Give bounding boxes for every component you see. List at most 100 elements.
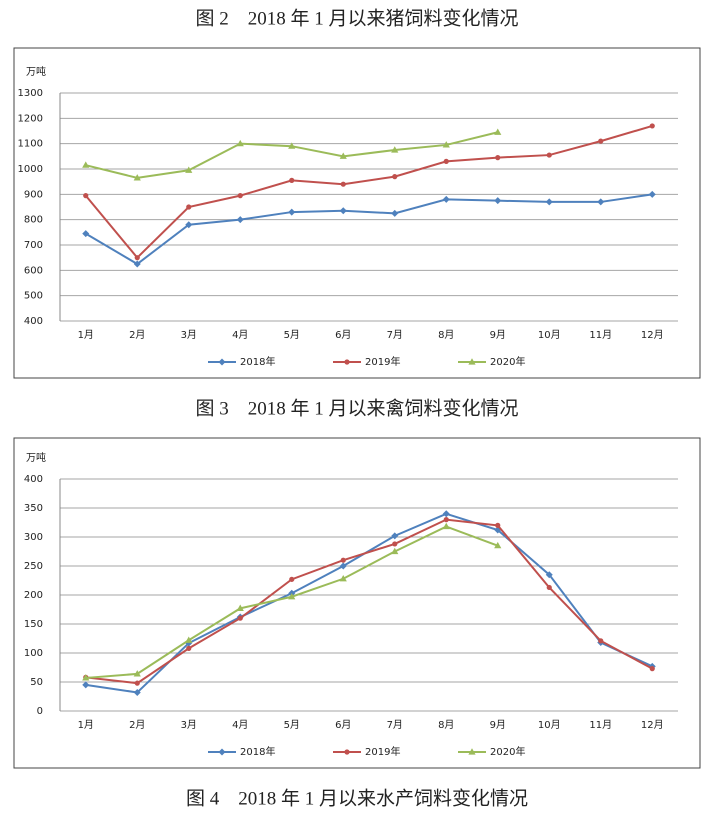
chart-frame	[13, 47, 701, 379]
marker	[83, 193, 89, 199]
marker	[289, 576, 295, 582]
x-tick-label: 11月	[589, 329, 612, 341]
marker	[340, 181, 346, 187]
series-line	[85, 131, 498, 179]
marker	[133, 174, 141, 181]
marker	[442, 522, 450, 530]
marker	[82, 230, 90, 238]
marker	[442, 510, 450, 518]
legend-label: 2018年	[240, 745, 275, 758]
series-line	[84, 124, 653, 260]
x-tick-label: 8月	[438, 329, 454, 341]
marker	[598, 138, 604, 144]
legend-label: 2019年	[365, 355, 400, 368]
marker	[133, 688, 141, 696]
marker	[391, 532, 399, 540]
x-tick-label: 7月	[387, 329, 403, 341]
marker	[289, 177, 295, 183]
marker	[468, 358, 476, 365]
series-line	[85, 518, 653, 685]
chart-frame	[13, 437, 701, 769]
marker	[340, 557, 346, 563]
y-axis-unit: 万吨	[26, 451, 46, 464]
x-tick-label: 2月	[129, 719, 145, 731]
marker	[546, 584, 552, 591]
marker	[344, 359, 350, 365]
marker	[442, 141, 450, 148]
x-tick-label: 5月	[284, 329, 300, 341]
marker	[495, 522, 501, 529]
marker	[494, 128, 502, 135]
caption: 图 4 2018 年 1 月以来水产饲料变化情况	[186, 787, 528, 809]
marker	[648, 190, 656, 198]
caption: 图 3 2018 年 1 月以来禽饲料变化情况	[195, 397, 518, 419]
x-tick-label: 9月	[490, 329, 506, 341]
legend-label: 2018年	[240, 355, 275, 368]
y-tick-label: 150	[24, 619, 43, 630]
x-tick-label: 4月	[232, 329, 248, 341]
marker	[218, 748, 226, 756]
marker	[288, 592, 296, 600]
x-tick-label: 11月	[589, 719, 612, 731]
y-tick-label: 50	[30, 677, 43, 688]
marker	[392, 174, 398, 180]
legend-label: 2019年	[365, 745, 400, 758]
marker	[237, 615, 243, 621]
marker	[649, 666, 655, 672]
marker	[545, 571, 553, 579]
y-tick-label: 600	[24, 265, 43, 276]
caption: 图 2 2018 年 1 月以来猪饲料变化情况	[195, 7, 518, 29]
marker	[186, 204, 192, 210]
x-tick-label: 3月	[181, 719, 197, 731]
y-tick-label: 800	[24, 215, 43, 226]
y-tick-label: 1100	[18, 139, 43, 150]
marker	[495, 155, 501, 161]
marker	[339, 574, 347, 582]
x-tick-label: 12月	[641, 329, 664, 341]
marker	[185, 636, 193, 643]
y-tick-label: 250	[24, 561, 43, 572]
legend-label: 2020年	[490, 355, 525, 368]
y-axis-unit: 万吨	[26, 65, 46, 78]
marker	[391, 547, 399, 555]
marker	[82, 161, 90, 168]
marker	[82, 674, 90, 681]
series-line	[85, 525, 499, 679]
marker	[546, 152, 552, 158]
y-tick-label: 400	[24, 474, 43, 485]
marker	[649, 123, 655, 129]
marker	[468, 748, 476, 755]
x-tick-label: 4月	[232, 719, 248, 731]
y-tick-label: 1000	[18, 164, 43, 175]
x-tick-label: 3月	[181, 329, 197, 341]
marker	[597, 198, 605, 206]
marker	[236, 604, 244, 611]
marker	[391, 146, 399, 153]
y-tick-label: 350	[24, 503, 43, 514]
marker	[494, 541, 502, 549]
marker	[185, 166, 193, 173]
x-tick-label: 10月	[538, 329, 561, 341]
y-tick-label: 300	[24, 532, 43, 543]
x-tick-label: 7月	[387, 719, 403, 731]
marker	[186, 645, 192, 651]
marker	[391, 209, 399, 217]
series-line	[85, 512, 653, 694]
x-tick-label: 8月	[438, 719, 454, 731]
marker	[237, 193, 243, 199]
marker	[134, 680, 140, 686]
y-tick-label: 500	[24, 291, 43, 302]
x-tick-label: 2月	[129, 329, 145, 341]
marker	[133, 670, 141, 677]
marker	[442, 195, 450, 203]
y-tick-label: 400	[24, 316, 43, 327]
marker	[494, 197, 502, 205]
marker	[344, 749, 350, 755]
marker	[443, 517, 449, 523]
y-tick-label: 0	[37, 706, 43, 717]
marker	[288, 142, 296, 149]
y-tick-label: 1300	[18, 88, 43, 99]
y-tick-label: 900	[24, 189, 43, 200]
